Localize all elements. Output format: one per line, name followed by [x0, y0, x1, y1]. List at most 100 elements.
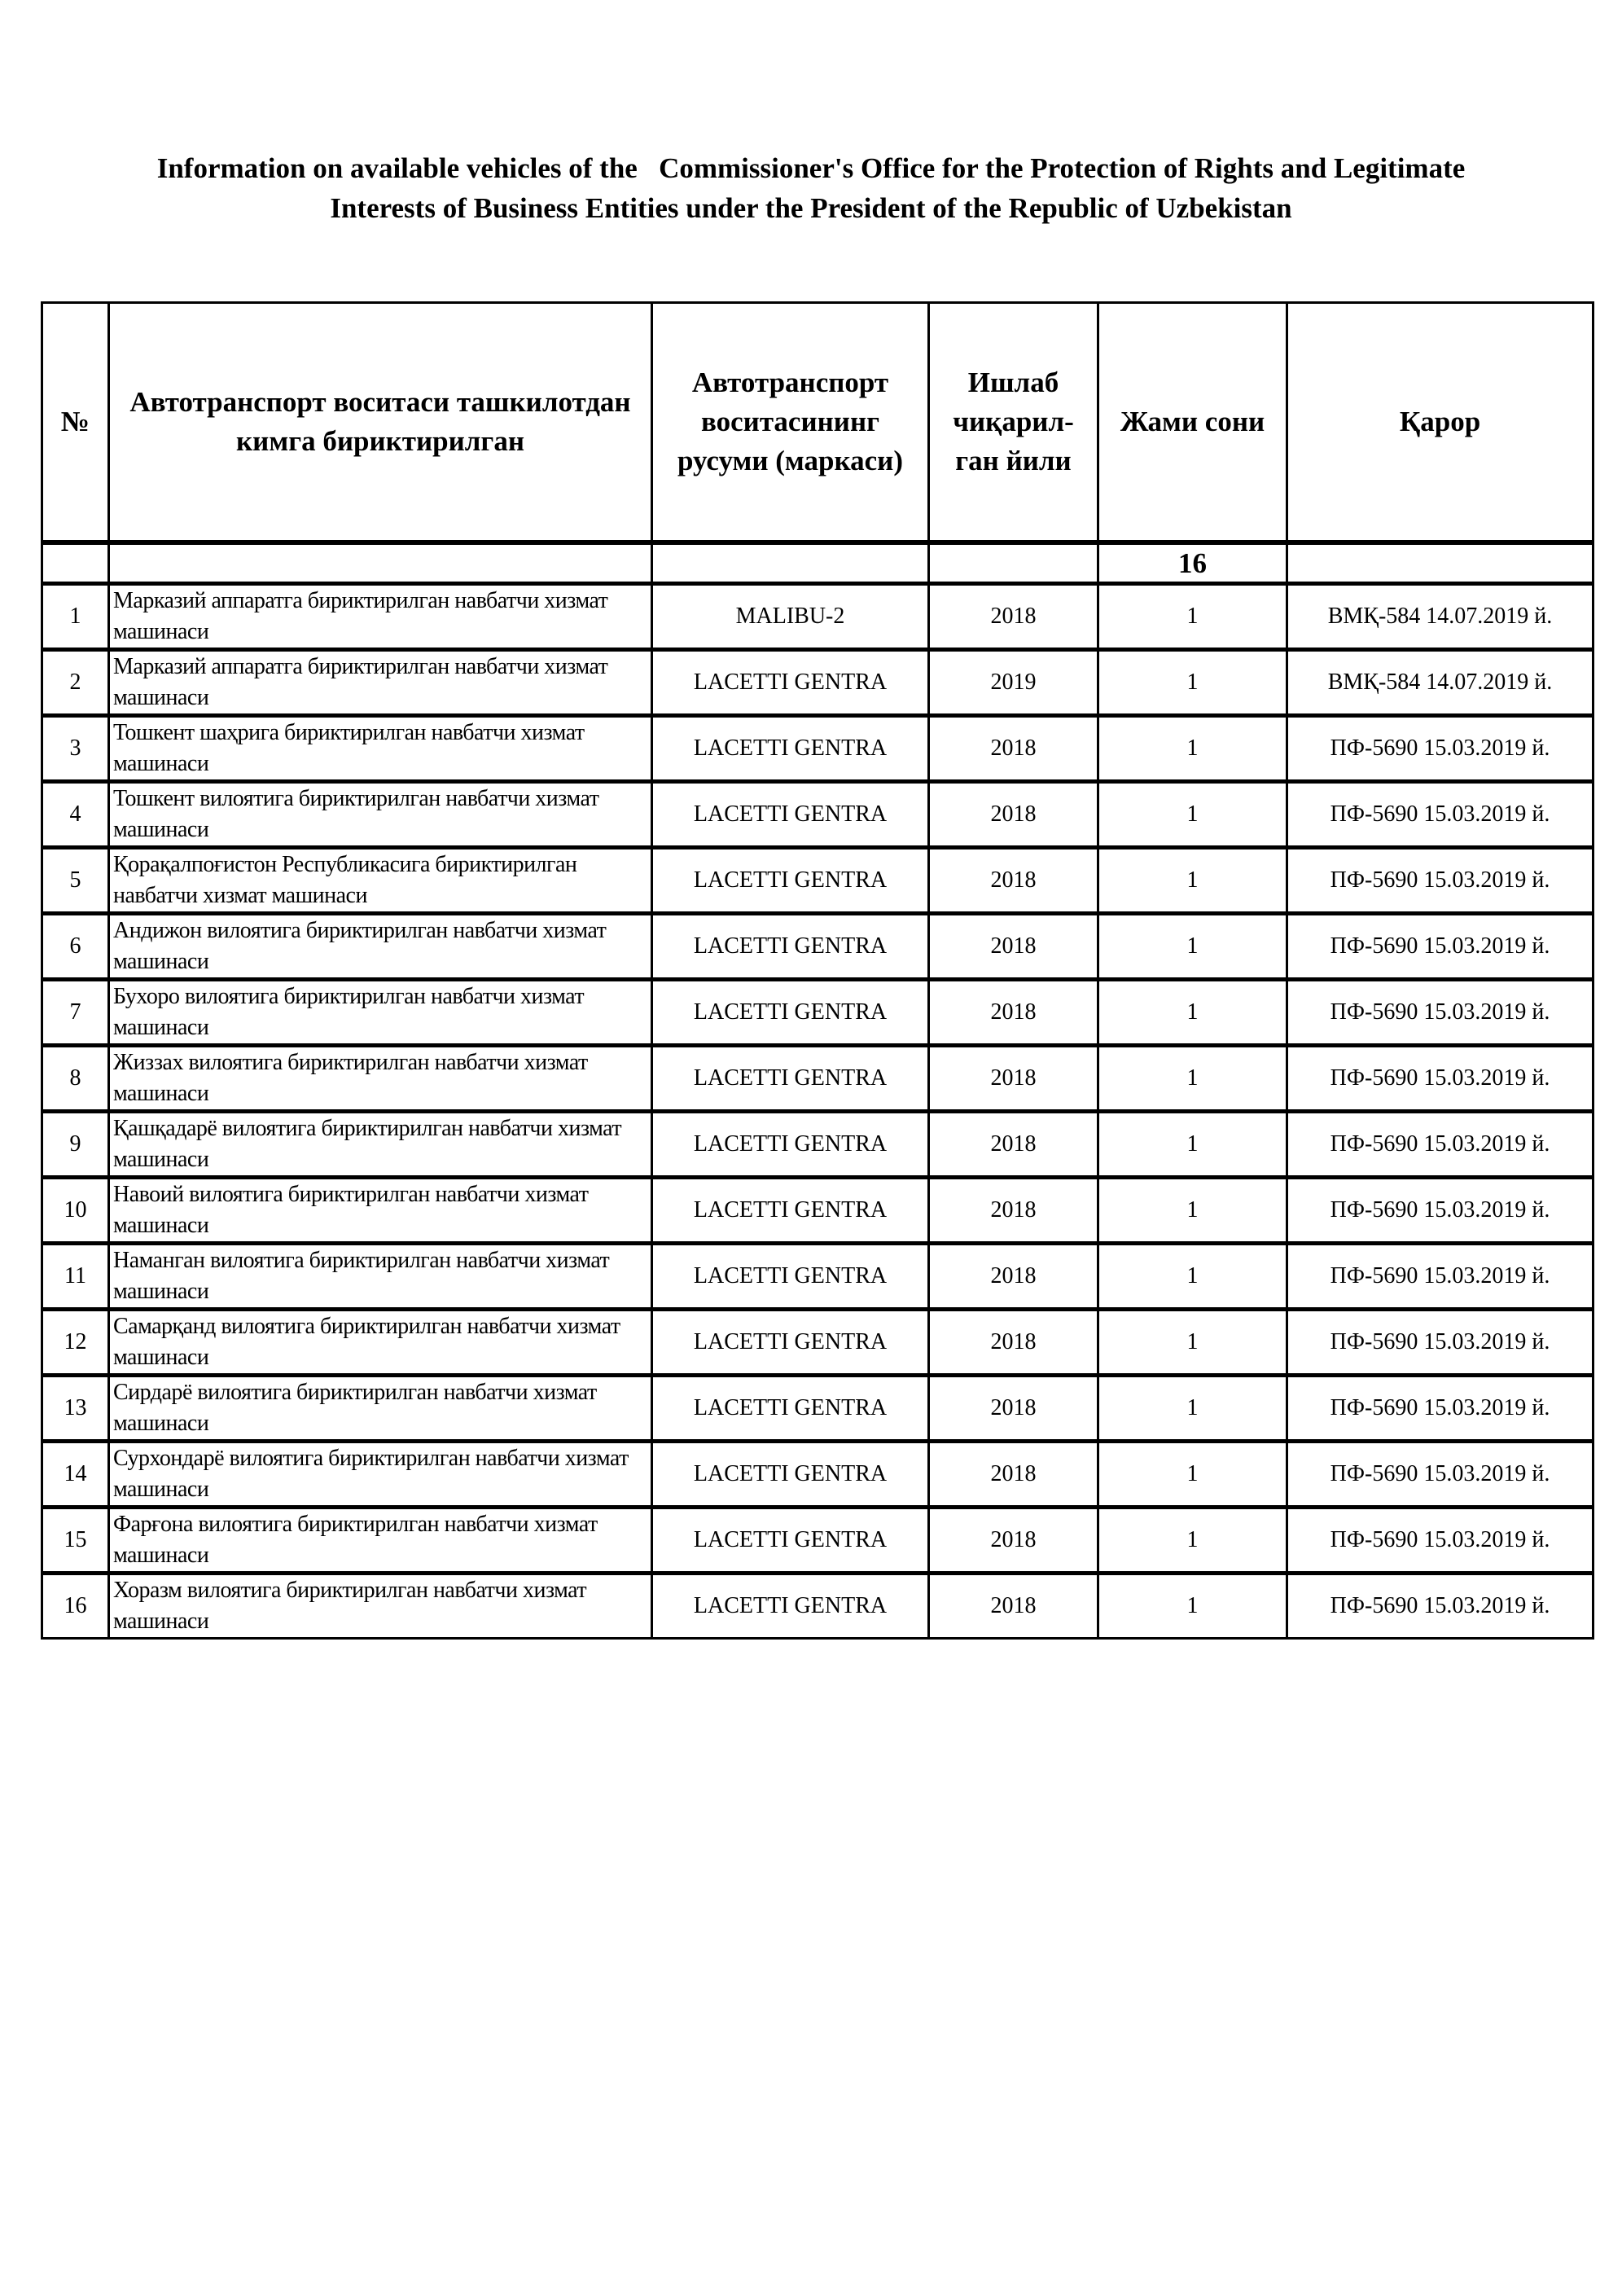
row-count: 1	[1097, 780, 1288, 849]
row-year: 2018	[927, 1374, 1099, 1442]
row-model: LACETTI GENTRA	[651, 1572, 930, 1640]
row-assigned-to: Қашқадарё вилоятига бириктирилган навбат…	[107, 1110, 653, 1179]
row-decision: ПФ-5690 15.03.2019 й.	[1286, 1440, 1594, 1508]
total-count: 16	[1097, 541, 1288, 585]
table-row: 13 Сирдарё вилоятига бириктирилган навбат…	[41, 1374, 1594, 1442]
row-decision: ПФ-5690 15.03.2019 й.	[1286, 1506, 1594, 1574]
row-assigned-to: Сирдарё вилоятига бириктирилган навбатчи…	[107, 1374, 653, 1442]
row-year: 2018	[927, 1242, 1099, 1310]
row-model: LACETTI GENTRA	[651, 780, 930, 849]
row-decision: ПФ-5690 15.03.2019 й.	[1286, 714, 1594, 783]
row-year: 2018	[927, 1110, 1099, 1179]
row-count: 1	[1097, 1044, 1288, 1113]
table-row: 9 Қашқадарё вилоятига бириктирилган навба…	[41, 1110, 1594, 1179]
row-model: LACETTI GENTRA	[651, 1440, 930, 1508]
row-number: 11	[41, 1242, 110, 1310]
row-number: 3	[41, 714, 110, 783]
vehicles-table: № Автотранспорт воситаси ташкилотдан ким…	[41, 301, 1594, 1640]
total-empty-cell	[651, 541, 930, 585]
row-model: LACETTI GENTRA	[651, 1506, 930, 1574]
table-row: 3 Тошкент шаҳрига бириктирилган навбатчи …	[41, 714, 1594, 783]
header-model: Автотранспорт воситасининг русуми (марка…	[651, 301, 930, 544]
row-decision: ПФ-5690 15.03.2019 й.	[1286, 1110, 1594, 1179]
row-decision: ПФ-5690 15.03.2019 й.	[1286, 1308, 1594, 1376]
table-row: 14 Сурхондарё вилоятига бириктирилган нав…	[41, 1440, 1594, 1508]
row-assigned-to: Марказий аппаратга бириктирилган навбатч…	[107, 648, 653, 717]
row-count: 1	[1097, 846, 1288, 915]
row-year: 2018	[927, 846, 1099, 915]
row-count: 1	[1097, 912, 1288, 981]
row-count: 1	[1097, 1440, 1288, 1508]
row-count: 1	[1097, 1176, 1288, 1245]
row-assigned-to: Тошкент вилоятига бириктирилган навбатчи…	[107, 780, 653, 849]
row-year: 2019	[927, 648, 1099, 717]
row-model: MALIBU-2	[651, 582, 930, 651]
row-model: LACETTI GENTRA	[651, 1110, 930, 1179]
document-title: Information on available vehicles of the…	[0, 148, 1622, 228]
total-empty-cell	[1286, 541, 1594, 585]
row-count: 1	[1097, 1308, 1288, 1376]
row-year: 2018	[927, 912, 1099, 981]
table-row: 15 Фарғона вилоятига бириктирилган навбат…	[41, 1506, 1594, 1574]
row-decision: ПФ-5690 15.03.2019 й.	[1286, 1374, 1594, 1442]
table-row: 6 Андижон вилоятига бириктирилган навбатч…	[41, 912, 1594, 981]
table-row: 8 Жиззах вилоятига бириктирилган навбатчи…	[41, 1044, 1594, 1113]
row-year: 2018	[927, 1440, 1099, 1508]
row-assigned-to: Самарқанд вилоятига бириктирилган навбат…	[107, 1308, 653, 1376]
row-number: 9	[41, 1110, 110, 1179]
row-decision: ПФ-5690 15.03.2019 й.	[1286, 1176, 1594, 1245]
row-model: LACETTI GENTRA	[651, 1242, 930, 1310]
row-decision: ПФ-5690 15.03.2019 й.	[1286, 1572, 1594, 1640]
row-number: 5	[41, 846, 110, 915]
table-row: 11 Наманган вилоятига бириктирилган навба…	[41, 1242, 1594, 1310]
row-count: 1	[1097, 714, 1288, 783]
row-model: LACETTI GENTRA	[651, 714, 930, 783]
row-count: 1	[1097, 978, 1288, 1047]
row-number: 15	[41, 1506, 110, 1574]
row-model: LACETTI GENTRA	[651, 1176, 930, 1245]
row-number: 4	[41, 780, 110, 849]
header-number: №	[41, 301, 110, 544]
row-year: 2018	[927, 582, 1099, 651]
row-count: 1	[1097, 1242, 1288, 1310]
table-row: 1 Марказий аппаратга бириктирилган навбат…	[41, 582, 1594, 651]
row-year: 2018	[927, 1176, 1099, 1245]
total-empty-cell	[107, 541, 653, 585]
row-number: 1	[41, 582, 110, 651]
row-number: 8	[41, 1044, 110, 1113]
row-decision: ПФ-5690 15.03.2019 й.	[1286, 1242, 1594, 1310]
row-assigned-to: Қорақалпоғистон Республикасига бириктири…	[107, 846, 653, 915]
row-number: 16	[41, 1572, 110, 1640]
header-assigned-to: Автотранспорт воситаси ташкилотдан кимга…	[107, 301, 653, 544]
row-model: LACETTI GENTRA	[651, 978, 930, 1047]
row-count: 1	[1097, 582, 1288, 651]
row-decision: ПФ-5690 15.03.2019 й.	[1286, 1044, 1594, 1113]
row-decision: ВМҚ-584 14.07.2019 й.	[1286, 582, 1594, 651]
row-assigned-to: Навоий вилоятига бириктирилган навбатчи …	[107, 1176, 653, 1245]
row-assigned-to: Тошкент шаҳрига бириктирилган навбатчи х…	[107, 714, 653, 783]
row-model: LACETTI GENTRA	[651, 1374, 930, 1442]
row-model: LACETTI GENTRA	[651, 1044, 930, 1113]
header-year: Ишлаб чиқарил-ган йили	[927, 301, 1099, 544]
table-row: 2 Марказий аппаратга бириктирилган навбат…	[41, 648, 1594, 717]
row-decision: ПФ-5690 15.03.2019 й.	[1286, 978, 1594, 1047]
row-assigned-to: Хоразм вилоятига бириктирилган навбатчи …	[107, 1572, 653, 1640]
row-year: 2018	[927, 1044, 1099, 1113]
header-row: № Автотранспорт воситаси ташкилотдан ким…	[41, 301, 1594, 544]
row-assigned-to: Фарғона вилоятига бириктирилган навбатчи…	[107, 1506, 653, 1574]
row-assigned-to: Марказий аппаратга бириктирилган навбатч…	[107, 582, 653, 651]
row-decision: ВМҚ-584 14.07.2019 й.	[1286, 648, 1594, 717]
row-year: 2018	[927, 1572, 1099, 1640]
row-number: 12	[41, 1308, 110, 1376]
row-assigned-to: Наманган вилоятига бириктирилган навбатч…	[107, 1242, 653, 1310]
row-year: 2018	[927, 978, 1099, 1047]
table-row: 16 Хоразм вилоятига бириктирилган навбатч…	[41, 1572, 1594, 1640]
row-count: 1	[1097, 1572, 1288, 1640]
row-count: 1	[1097, 648, 1288, 717]
table-row: 5 Қорақалпоғистон Республикасига бириктир…	[41, 846, 1594, 915]
title-line-1: Information on available vehicles of the…	[156, 152, 1466, 184]
row-number: 13	[41, 1374, 110, 1442]
table-row: 10 Навоий вилоятига бириктирилган навбатч…	[41, 1176, 1594, 1245]
total-empty-cell	[927, 541, 1099, 585]
row-model: LACETTI GENTRA	[651, 912, 930, 981]
